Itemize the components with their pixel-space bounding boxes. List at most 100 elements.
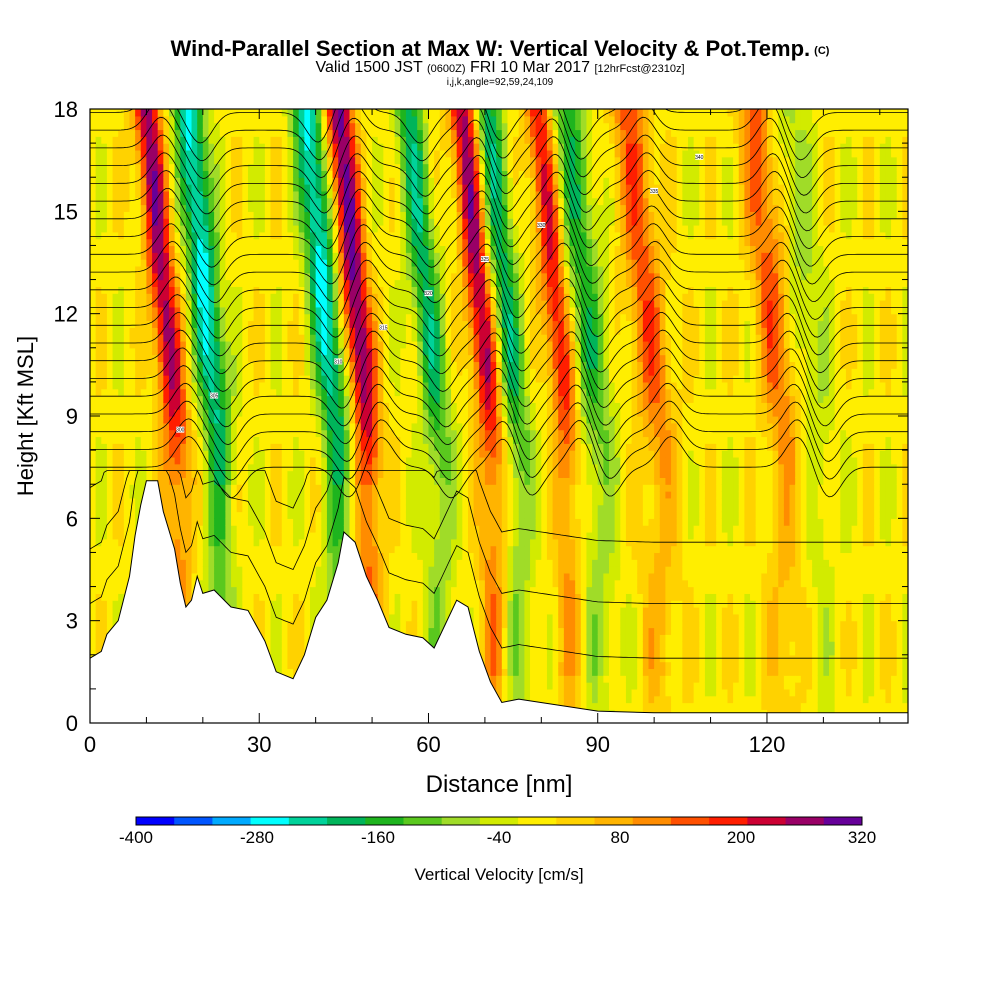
- velocity-cell: [310, 252, 317, 260]
- velocity-cell: [185, 286, 193, 294]
- velocity-cell: [219, 402, 226, 410]
- velocity-cell: [174, 552, 181, 560]
- velocity-cell: [349, 361, 356, 369]
- velocity-cell: [242, 204, 249, 212]
- velocity-cell: [129, 538, 136, 547]
- velocity-cell: [264, 416, 272, 424]
- velocity-cell: [338, 525, 345, 533]
- velocity-cell: [219, 416, 226, 424]
- velocity-cell: [236, 566, 243, 574]
- velocity-cell: [174, 109, 181, 117]
- velocity-cell: [180, 265, 187, 274]
- velocity-cell: [310, 552, 317, 560]
- velocity-cell: [366, 504, 373, 513]
- velocity-cell: [349, 197, 356, 206]
- velocity-cell: [377, 491, 384, 499]
- velocity-cell: [95, 477, 102, 485]
- velocity-cell: [95, 218, 102, 226]
- velocity-cell: [180, 354, 187, 363]
- velocity-cell: [219, 497, 226, 506]
- velocity-cell: [236, 156, 243, 165]
- velocity-cell: [208, 327, 215, 335]
- velocity-cell: [197, 484, 204, 492]
- velocity-cell: [332, 136, 339, 144]
- velocity-cell: [276, 184, 283, 192]
- velocity-cell: [343, 149, 351, 158]
- velocity-cell: [383, 368, 390, 376]
- velocity-cell: [321, 361, 328, 369]
- velocity-cell: [377, 361, 384, 369]
- velocity-cell: [197, 136, 204, 144]
- velocity-cell: [338, 129, 345, 137]
- velocity-cell: [253, 224, 260, 233]
- velocity-cell: [310, 129, 317, 137]
- velocity-cell: [219, 491, 226, 499]
- velocity-cell: [310, 525, 317, 533]
- velocity-cell: [394, 265, 401, 274]
- velocity-cell: [191, 381, 198, 390]
- velocity-cell: [140, 265, 148, 274]
- velocity-cell: [129, 129, 136, 137]
- velocity-cell: [112, 450, 119, 458]
- velocity-cell: [242, 450, 249, 458]
- velocity-cell: [276, 559, 283, 567]
- velocity-cell: [332, 470, 339, 478]
- velocity-cell: [310, 375, 317, 383]
- velocity-cell: [264, 497, 272, 506]
- velocity-cell: [372, 566, 379, 574]
- velocity-cell: [208, 109, 215, 117]
- velocity-cell: [287, 238, 294, 247]
- velocity-cell: [332, 293, 339, 301]
- velocity-cell: [152, 109, 159, 117]
- velocity-cell: [118, 504, 125, 513]
- velocity-cell: [338, 504, 345, 513]
- velocity-cell: [191, 368, 198, 376]
- velocity-cell: [95, 388, 102, 397]
- velocity-cell: [214, 484, 221, 492]
- velocity-cell: [185, 477, 193, 485]
- velocity-cell: [202, 149, 210, 158]
- velocity-cell: [343, 429, 351, 438]
- velocity-cell: [146, 402, 153, 410]
- velocity-cell: [123, 368, 131, 376]
- velocity-cell: [253, 552, 260, 560]
- velocity-cell: [293, 143, 300, 151]
- velocity-cell: [310, 340, 317, 349]
- velocity-cell: [276, 545, 283, 554]
- velocity-cell: [281, 525, 289, 533]
- velocity-cell: [293, 511, 300, 519]
- velocity-cell: [304, 504, 311, 513]
- velocity-cell: [112, 190, 119, 199]
- velocity-cell: [315, 511, 322, 519]
- velocity-cell: [304, 422, 311, 431]
- velocity-cell: [259, 184, 266, 192]
- velocity-cell: [214, 129, 221, 137]
- velocity-cell: [191, 484, 198, 492]
- velocity-cell: [360, 286, 368, 294]
- velocity-cell: [214, 224, 221, 233]
- velocity-cell: [129, 456, 136, 465]
- velocity-cell: [157, 156, 164, 165]
- velocity-cell: [332, 347, 339, 356]
- velocity-cell: [202, 545, 210, 554]
- velocity-cell: [338, 484, 345, 492]
- velocity-cell: [247, 450, 255, 458]
- velocity-cell: [264, 634, 272, 642]
- velocity-cell: [236, 190, 243, 199]
- velocity-cell: [185, 177, 193, 185]
- velocity-cell: [366, 395, 373, 403]
- velocity-cell: [214, 143, 221, 151]
- velocity-cell: [135, 347, 142, 356]
- velocity-cell: [388, 375, 396, 383]
- velocity-cell: [236, 327, 243, 335]
- velocity-cell: [231, 115, 238, 124]
- velocity-cell: [298, 525, 305, 533]
- velocity-cell: [123, 422, 131, 431]
- velocity-cell: [168, 286, 176, 294]
- velocity-cell: [377, 197, 384, 206]
- velocity-cell: [197, 109, 204, 117]
- velocity-cell: [304, 552, 311, 560]
- velocity-cell: [394, 327, 401, 335]
- velocity-cell: [355, 122, 362, 131]
- velocity-cell: [264, 149, 272, 158]
